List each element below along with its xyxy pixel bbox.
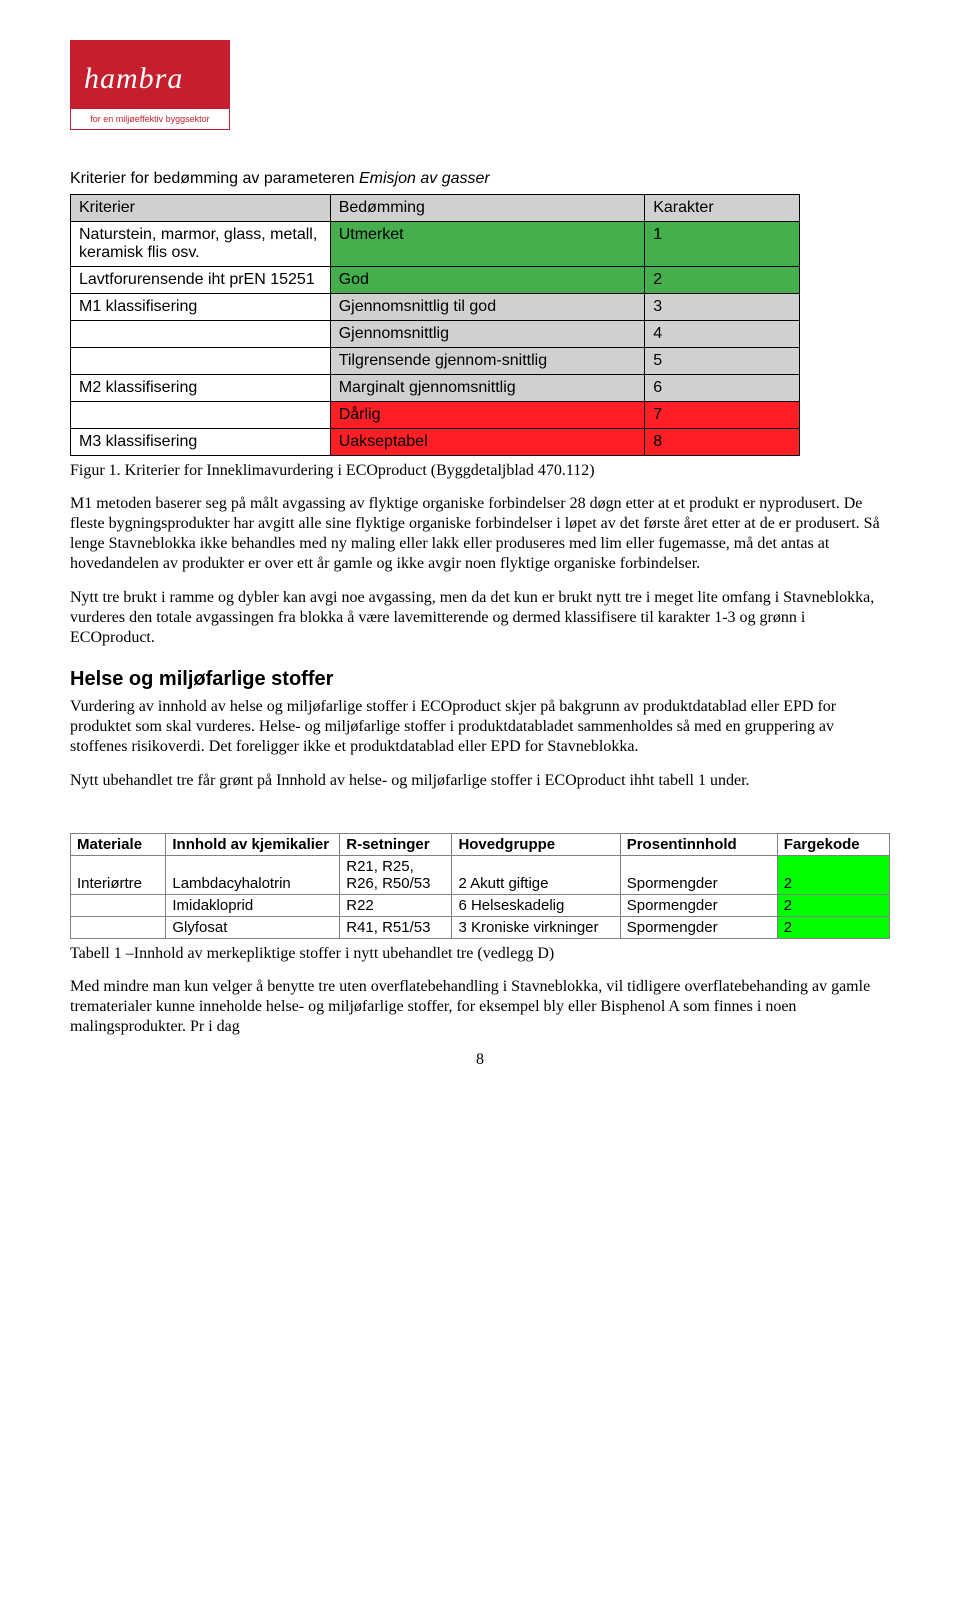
criteria-header-1: Bedømming <box>330 195 645 222</box>
logo-brand: hambra <box>84 62 183 96</box>
paragraph-4: Nytt ubehandlet tre får grønt på Innhold… <box>70 771 890 791</box>
chem-cell: 3 Kroniske virkninger <box>452 917 620 939</box>
criteria-row: Tilgrensende gjennom-snittlig5 <box>71 348 800 375</box>
chem-header-0: Materiale <box>71 834 166 856</box>
criteria-cell: 5 <box>645 348 800 375</box>
chem-cell: R21, R25, R26, R50/53 <box>340 856 452 895</box>
chem-header-4: Prosentinnhold <box>620 834 777 856</box>
criteria-row: Lavtforurensende iht prEN 15251God2 <box>71 267 800 294</box>
criteria-table-title: Kriterier for bedømming av parameteren E… <box>70 170 890 188</box>
chem-cell: 6 Helseskadelig <box>452 895 620 917</box>
chem-cell: R22 <box>340 895 452 917</box>
document-page: hambra for en miljøeffektiv byggsektor K… <box>0 0 960 1099</box>
criteria-title-emph: Emisjon av gasser <box>359 170 490 187</box>
criteria-cell: Gjennomsnittlig <box>330 321 645 348</box>
criteria-cell <box>71 348 331 375</box>
paragraph-1: M1 metoden baserer seg på målt avgassing… <box>70 494 890 574</box>
chem-cell: 2 <box>777 917 889 939</box>
criteria-cell <box>71 321 331 348</box>
page-number: 8 <box>70 1051 890 1069</box>
table1-caption: Tabell 1 –Innhold av merkepliktige stoff… <box>70 945 890 963</box>
chem-cell: Spormengder <box>620 917 777 939</box>
chem-cell <box>71 895 166 917</box>
criteria-cell: 4 <box>645 321 800 348</box>
criteria-table: Kriterier Bedømming Karakter Naturstein,… <box>70 194 800 456</box>
logo-tagline: for en miljøeffektiv byggsektor <box>70 108 230 130</box>
chem-cell: Glyfosat <box>166 917 340 939</box>
criteria-row: Dårlig7 <box>71 402 800 429</box>
criteria-cell: Naturstein, marmor, glass, metall, keram… <box>71 222 331 267</box>
paragraph-3: Vurdering av innhold av helse og miljøfa… <box>70 697 890 757</box>
chemical-table: Materiale Innhold av kjemikalier R-setni… <box>70 833 890 939</box>
criteria-row: Naturstein, marmor, glass, metall, keram… <box>71 222 800 267</box>
criteria-header-row: Kriterier Bedømming Karakter <box>71 195 800 222</box>
section-heading: Helse og miljøfarlige stoffer <box>70 668 890 691</box>
chem-cell: 2 <box>777 856 889 895</box>
criteria-cell: Tilgrensende gjennom-snittlig <box>330 348 645 375</box>
criteria-cell: Uakseptabel <box>330 429 645 456</box>
criteria-cell: God <box>330 267 645 294</box>
criteria-cell: Utmerket <box>330 222 645 267</box>
criteria-cell: M2 klassifisering <box>71 375 331 402</box>
paragraph-2: Nytt tre brukt i ramme og dybler kan avg… <box>70 588 890 648</box>
chem-cell: Interiørtre <box>71 856 166 895</box>
criteria-cell: M3 klassifisering <box>71 429 331 456</box>
criteria-row: Gjennomsnittlig4 <box>71 321 800 348</box>
chem-cell: R41, R51/53 <box>340 917 452 939</box>
chem-cell: Spormengder <box>620 895 777 917</box>
chem-header-2: R-setninger <box>340 834 452 856</box>
chem-cell <box>71 917 166 939</box>
criteria-row: M3 klassifiseringUakseptabel8 <box>71 429 800 456</box>
logo: hambra for en miljøeffektiv byggsektor <box>70 40 230 130</box>
criteria-cell: Dårlig <box>330 402 645 429</box>
criteria-title-prefix: Kriterier for bedømming av parameteren <box>70 170 359 187</box>
chem-cell: 2 Akutt giftige <box>452 856 620 895</box>
criteria-cell: M1 klassifisering <box>71 294 331 321</box>
chem-header-3: Hovedgruppe <box>452 834 620 856</box>
chem-cell: Spormengder <box>620 856 777 895</box>
paragraph-5: Med mindre man kun velger å benytte tre … <box>70 977 890 1037</box>
chem-header-row: Materiale Innhold av kjemikalier R-setni… <box>71 834 890 856</box>
chem-row: InteriørtreLambdacyhalotrinR21, R25, R26… <box>71 856 890 895</box>
chem-cell: Imidakloprid <box>166 895 340 917</box>
chem-cell: Lambdacyhalotrin <box>166 856 340 895</box>
chem-row: GlyfosatR41, R51/533 Kroniske virkninger… <box>71 917 890 939</box>
criteria-cell: Marginalt gjennomsnittlig <box>330 375 645 402</box>
criteria-cell: 1 <box>645 222 800 267</box>
criteria-row: M1 klassifiseringGjennomsnittlig til god… <box>71 294 800 321</box>
chem-row: ImidaklopridR226 HelseskadeligSpormengde… <box>71 895 890 917</box>
chem-cell: 2 <box>777 895 889 917</box>
criteria-cell: Lavtforurensende iht prEN 15251 <box>71 267 331 294</box>
criteria-cell: Gjennomsnittlig til god <box>330 294 645 321</box>
figure1-caption: Figur 1. Kriterier for Inneklimavurderin… <box>70 462 890 480</box>
criteria-header-2: Karakter <box>645 195 800 222</box>
criteria-cell <box>71 402 331 429</box>
criteria-cell: 3 <box>645 294 800 321</box>
criteria-row: M2 klassifiseringMarginalt gjennomsnittl… <box>71 375 800 402</box>
criteria-cell: 6 <box>645 375 800 402</box>
criteria-cell: 7 <box>645 402 800 429</box>
criteria-header-0: Kriterier <box>71 195 331 222</box>
chem-header-1: Innhold av kjemikalier <box>166 834 340 856</box>
criteria-cell: 8 <box>645 429 800 456</box>
chem-header-5: Fargekode <box>777 834 889 856</box>
criteria-cell: 2 <box>645 267 800 294</box>
